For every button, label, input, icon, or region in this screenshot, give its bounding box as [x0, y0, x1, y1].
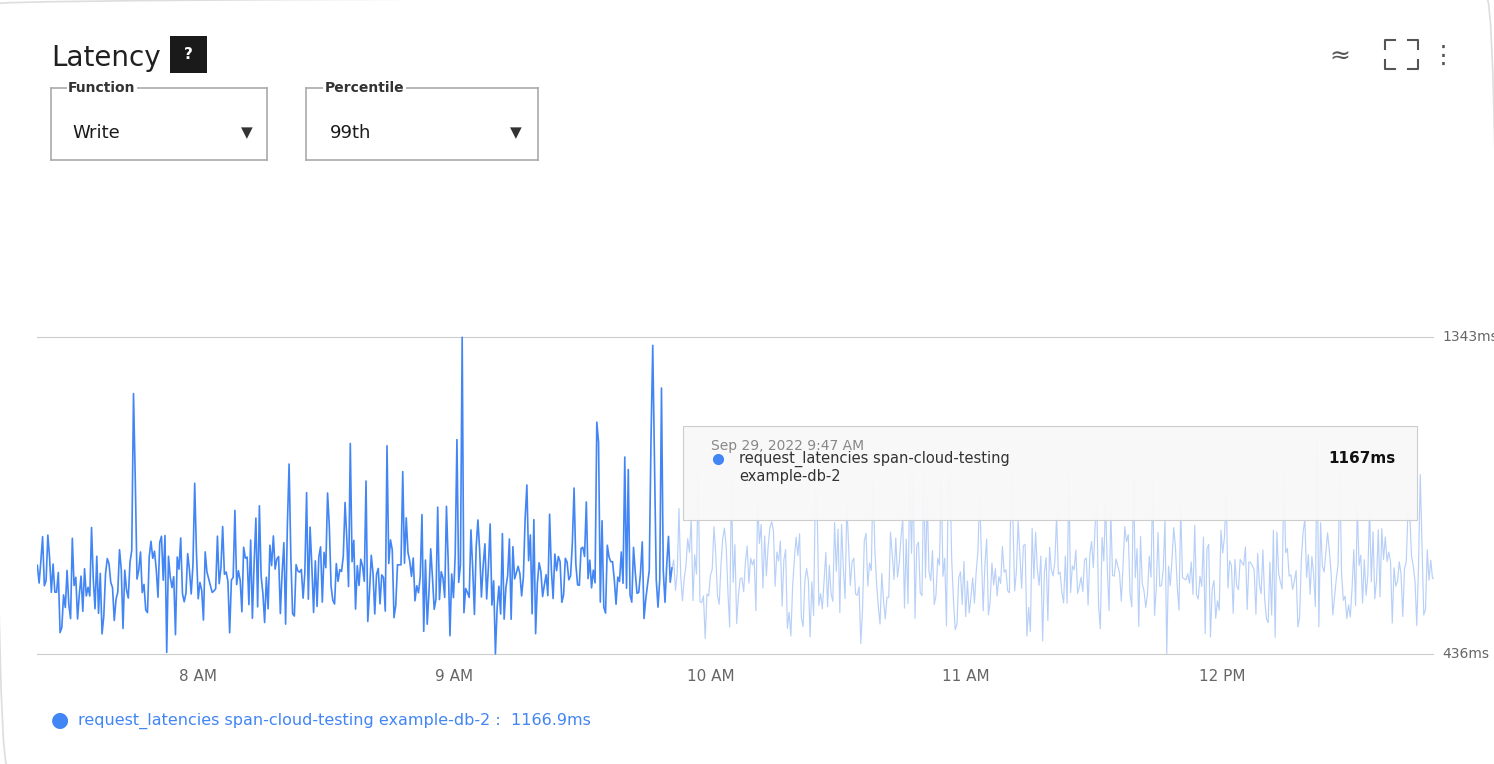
Text: Percentile: Percentile: [324, 81, 405, 95]
Text: request_latencies span-cloud-testing: request_latencies span-cloud-testing: [740, 451, 1010, 467]
Text: Write: Write: [72, 124, 120, 142]
Text: 99th: 99th: [329, 124, 371, 142]
Text: ≈: ≈: [1330, 44, 1351, 68]
Text: 1343ms: 1343ms: [1443, 330, 1494, 345]
Text: ?: ?: [184, 47, 193, 62]
Text: ●: ●: [51, 711, 69, 730]
Text: ▼: ▼: [242, 125, 252, 141]
Circle shape: [170, 36, 206, 73]
FancyBboxPatch shape: [683, 426, 1416, 520]
Text: Function: Function: [69, 81, 136, 95]
Text: 1167ms: 1167ms: [1328, 452, 1395, 466]
Text: 436ms: 436ms: [1443, 647, 1490, 661]
Text: example-db-2: example-db-2: [740, 469, 841, 484]
Text: Sep 29, 2022 9:47 AM: Sep 29, 2022 9:47 AM: [711, 439, 864, 453]
Text: Latency: Latency: [51, 44, 160, 73]
Text: ▼: ▼: [509, 125, 521, 141]
Text: ⋮: ⋮: [1431, 44, 1455, 68]
Text: request_latencies span-cloud-testing example-db-2 :  1166.9ms: request_latencies span-cloud-testing exa…: [78, 712, 590, 729]
